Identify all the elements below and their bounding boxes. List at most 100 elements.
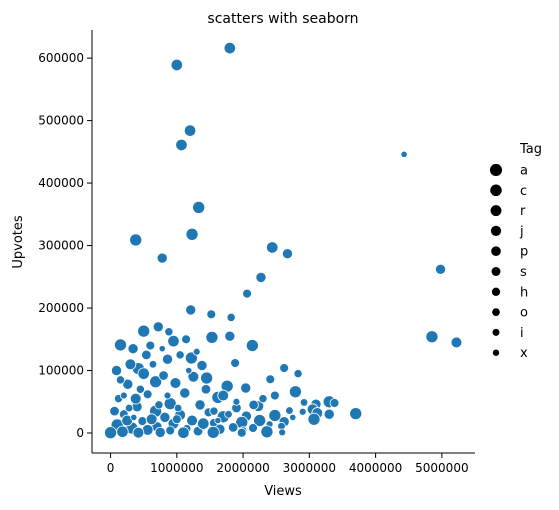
data-point (124, 403, 134, 413)
data-point (217, 389, 230, 402)
data-point (236, 427, 247, 438)
data-point (192, 347, 201, 356)
legend-label: o (520, 306, 528, 321)
data-point (154, 426, 166, 438)
legend-label: x (520, 346, 528, 361)
data-point (158, 370, 169, 381)
legend-marker (490, 205, 502, 217)
data-point (255, 271, 267, 283)
data-point (142, 389, 153, 400)
y-ticks: 0 100000 200000 300000 400000 500000 600000 (38, 51, 92, 440)
data-point (169, 377, 182, 389)
data-point (186, 414, 198, 427)
data-point (299, 398, 309, 407)
legend-label: h (520, 285, 528, 300)
legend-marker (490, 225, 502, 237)
data-point (115, 375, 126, 385)
data-point (232, 397, 241, 406)
data-point (119, 391, 128, 400)
data-point (187, 370, 200, 383)
legend-label: s (520, 265, 527, 280)
legend-marker (491, 267, 501, 276)
data-point (329, 398, 340, 408)
data-point (137, 416, 148, 427)
data-point (184, 351, 198, 365)
points-layer (104, 41, 463, 440)
data-point (145, 340, 156, 351)
legend-marker (489, 163, 503, 177)
y-tick-label: 500000 (38, 114, 84, 128)
data-point (226, 312, 236, 322)
data-point (268, 409, 282, 422)
data-point (230, 358, 241, 368)
data-point (206, 309, 217, 320)
data-point (209, 406, 219, 416)
legend-marker (491, 246, 501, 256)
data-point (179, 387, 191, 399)
data-point (400, 150, 408, 158)
data-point (288, 385, 302, 399)
data-point (285, 406, 294, 415)
data-point (258, 394, 268, 404)
x-tick-label: 0 (107, 461, 115, 475)
data-point (129, 233, 143, 247)
data-point (185, 227, 199, 241)
data-point (164, 327, 174, 337)
data-point (194, 399, 206, 411)
data-point (154, 400, 164, 410)
data-point (281, 248, 294, 260)
data-point (200, 371, 214, 385)
data-point (175, 138, 188, 152)
data-point (224, 330, 236, 342)
y-tick-label: 0 (76, 426, 84, 440)
x-axis-label: Views (264, 484, 302, 499)
legend-marker (491, 287, 501, 296)
chart-title: scatters with seaborn (207, 11, 358, 27)
data-point (137, 367, 150, 380)
data-point (307, 412, 321, 426)
y-axis-label: Upvotes (11, 215, 26, 269)
data-point (205, 330, 219, 344)
data-point (114, 338, 127, 352)
data-point (200, 384, 212, 395)
legend-label: c (520, 184, 527, 199)
data-point (137, 324, 151, 338)
data-point (165, 425, 176, 436)
data-point (253, 414, 267, 427)
data-point (109, 405, 120, 417)
data-point (124, 358, 137, 371)
data-point (192, 200, 206, 214)
data-point (156, 252, 168, 264)
data-point (196, 360, 208, 372)
data-point (159, 411, 171, 423)
data-point (293, 369, 303, 379)
data-point (181, 334, 191, 345)
data-point (122, 378, 134, 390)
data-point (197, 417, 210, 430)
data-point (130, 413, 138, 421)
y-tick-label: 100000 (38, 364, 84, 378)
data-point (245, 339, 259, 353)
data-point (223, 41, 236, 55)
data-point (270, 390, 280, 401)
y-tick-label: 600000 (38, 51, 84, 65)
legend-label: i (520, 326, 524, 341)
x-tick-label: 5000000 (415, 461, 468, 475)
data-point (323, 408, 335, 420)
data-point (214, 416, 222, 425)
data-point (129, 392, 142, 405)
data-point (149, 375, 163, 389)
legend-marker (490, 184, 502, 197)
data-point (298, 407, 307, 416)
data-point (240, 382, 252, 394)
data-point (127, 343, 139, 355)
data-point (132, 426, 145, 439)
data-point (104, 426, 118, 440)
data-point (148, 360, 158, 369)
data-point (158, 345, 166, 353)
data-point (224, 410, 233, 419)
data-point (171, 414, 182, 425)
data-point (349, 407, 363, 421)
y-tick-label: 200000 (38, 301, 84, 315)
